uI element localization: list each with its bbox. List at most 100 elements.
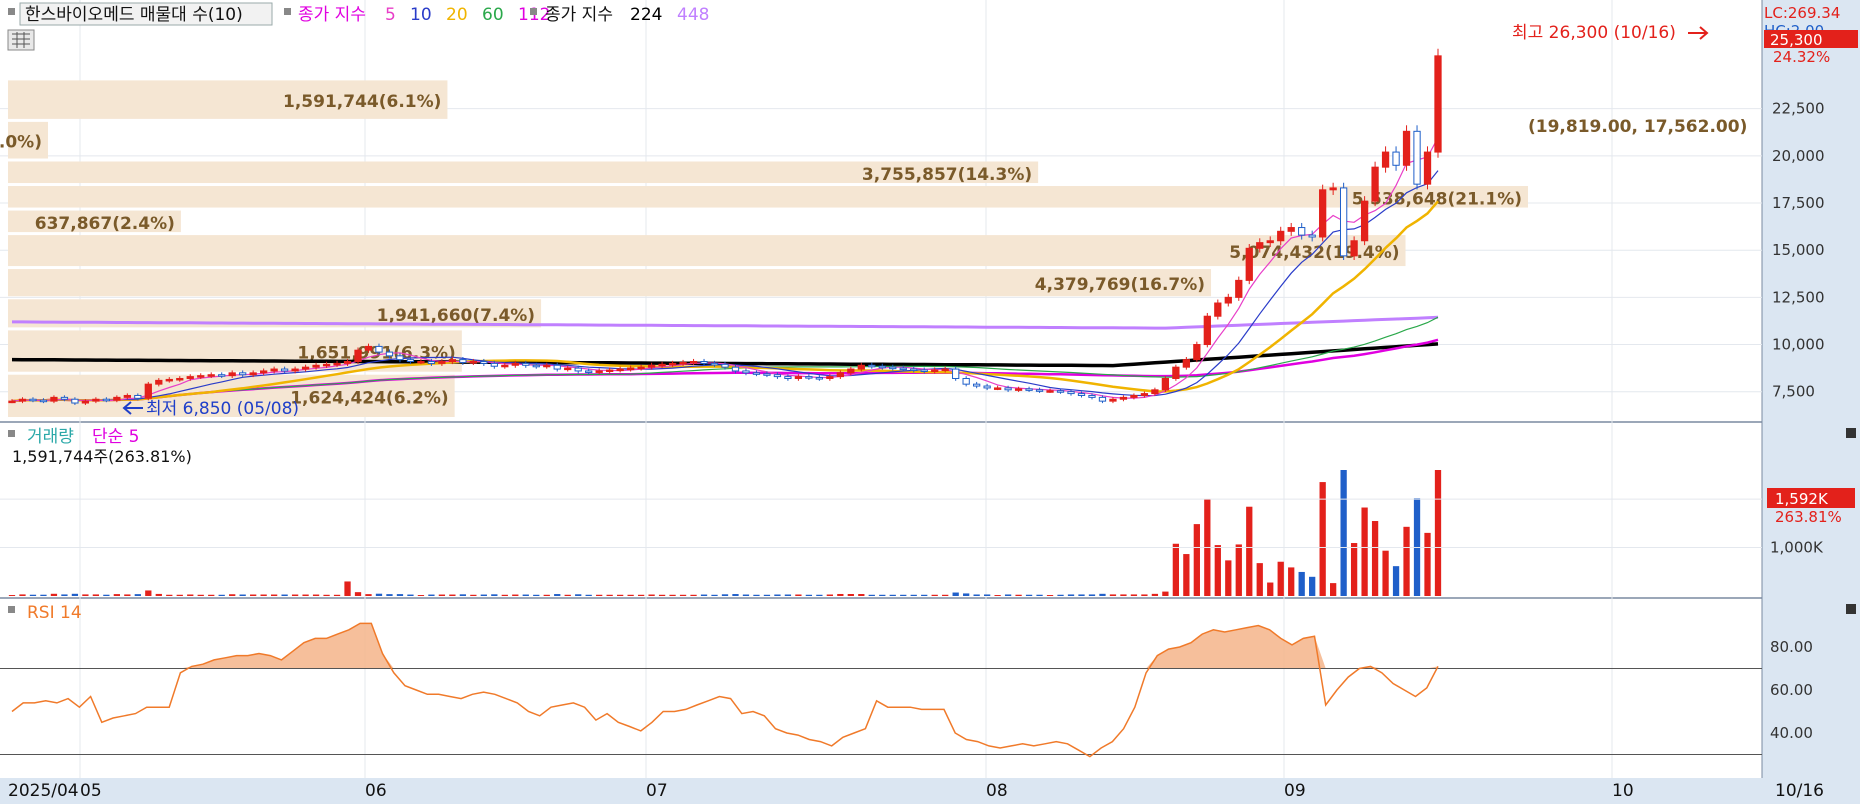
- ma-period-label[interactable]: 10: [410, 5, 432, 25]
- candle-body: [626, 367, 635, 371]
- volume-bar: [155, 593, 162, 596]
- rsi-title[interactable]: RSI 14: [27, 603, 82, 623]
- candle-body: [490, 362, 498, 367]
- volume-bar: [40, 594, 47, 596]
- volume-title[interactable]: 거래량: [27, 427, 74, 447]
- candle-body: [522, 362, 530, 366]
- high-arrow-icon: [1688, 26, 1709, 40]
- candle-body: [144, 383, 152, 399]
- price-tick-label: 15,000: [1772, 241, 1825, 259]
- volume-bar: [1424, 532, 1431, 596]
- candle-body: [668, 362, 677, 366]
- volume-bar: [1256, 563, 1263, 596]
- volume-bar: [344, 581, 351, 596]
- candle-body: [1130, 394, 1138, 398]
- candle-body: [291, 368, 299, 372]
- x-axis-label: 05: [80, 781, 102, 801]
- volume-bar: [103, 594, 110, 596]
- volume-summary: 1,591,744주(263.81%): [12, 447, 192, 466]
- candle-body: [134, 394, 142, 399]
- volume-bar: [1235, 544, 1242, 596]
- current-price-badge: 25,300: [1770, 31, 1823, 49]
- ma2-period-label[interactable]: 224: [630, 5, 662, 25]
- volume-bar: [176, 594, 183, 596]
- ma-period-label[interactable]: 20: [446, 5, 468, 25]
- volume-bar: [900, 594, 907, 596]
- volume-bar: [679, 594, 687, 596]
- ma-period-label[interactable]: 5: [385, 5, 396, 25]
- volume-bar: [113, 594, 120, 596]
- volume-profile-band: [8, 374, 455, 417]
- volume-bar: [480, 594, 487, 596]
- volume-bar: [1319, 482, 1326, 596]
- candle-body: [1319, 189, 1327, 238]
- volume-bar: [1193, 524, 1200, 596]
- candle-body: [1277, 230, 1285, 242]
- stock-label-box[interactable]: [19, 2, 273, 26]
- table-grid-icon[interactable]: [7, 29, 35, 51]
- candle-body: [899, 367, 907, 371]
- volume-bar: [658, 594, 666, 596]
- candle-body: [343, 361, 352, 364]
- candlesticks: [8, 48, 1442, 405]
- volume-bar: [1120, 594, 1127, 596]
- volume-bar: [312, 594, 320, 596]
- stock-label[interactable]: 한스바이오메드 매물대 수(10): [25, 5, 243, 25]
- candle-body: [1182, 359, 1190, 368]
- ma-prefix[interactable]: 종가 지수: [298, 5, 366, 25]
- candle-body: [773, 374, 782, 378]
- ma-period-label[interactable]: 60: [482, 5, 504, 25]
- candle-body: [92, 398, 100, 402]
- volume-collapse-icon[interactable]: [1846, 428, 1856, 438]
- volume-bar: [1067, 594, 1075, 596]
- candle-body: [1214, 302, 1222, 317]
- rsi-collapse-icon[interactable]: [1846, 604, 1856, 614]
- volume-bar: [711, 594, 718, 596]
- volume-bar: [8, 595, 16, 596]
- candle-body: [81, 400, 90, 404]
- volume-bar: [250, 594, 257, 596]
- x-axis-label: 09: [1284, 781, 1306, 801]
- volume-bar: [858, 594, 865, 596]
- candle-body: [1088, 394, 1096, 398]
- candle-body: [606, 369, 614, 372]
- volume-profile-band: [8, 330, 462, 372]
- candle-body: [186, 376, 194, 379]
- high-annotation: 최고 26,300 (10/16): [1512, 23, 1676, 43]
- rsi-tick-label: 60.00: [1770, 681, 1813, 699]
- volume-bar: [879, 594, 886, 596]
- volume-profile-band: [8, 269, 1212, 297]
- candle-body: [1350, 240, 1358, 257]
- candle-body: [993, 387, 1002, 390]
- rsi-chart: 40.00 60.00 80.00: [0, 622, 1813, 758]
- volume-ma-title[interactable]: 단순 5: [92, 427, 140, 447]
- ma448-line: [12, 315, 1439, 330]
- ma2-period-label[interactable]: 448: [677, 5, 709, 25]
- candle-body: [847, 368, 855, 374]
- candle-body: [228, 372, 236, 377]
- candle-body: [1014, 388, 1023, 391]
- candle-body: [354, 349, 362, 363]
- candle-body: [1402, 130, 1411, 166]
- volume-profile-band: [8, 210, 181, 233]
- volume-bar: [1403, 526, 1410, 596]
- volume-bar: [690, 594, 697, 596]
- volume-bar: [554, 594, 561, 596]
- volume-profile-label: 0(0.0%): [0, 133, 42, 153]
- volume-profile-band: [8, 186, 1528, 208]
- volume-bar: [407, 594, 414, 596]
- price-tick-label: 17,500: [1772, 194, 1825, 212]
- candle-body: [815, 377, 824, 380]
- candle-body: [647, 364, 656, 368]
- volume-profile-label: 1,624,424(6.2%): [290, 388, 448, 408]
- low-arrow-icon: [122, 401, 143, 415]
- candle-body: [301, 366, 310, 370]
- candle-body: [710, 362, 719, 366]
- volume-profile-label: 637,867(2.4%): [35, 214, 175, 234]
- volume-bar: [753, 594, 760, 596]
- ma2-prefix[interactable]: 종가 지수: [545, 5, 613, 25]
- candle-body: [1203, 315, 1211, 346]
- candle-body: [312, 364, 320, 368]
- candle-body: [469, 361, 477, 364]
- volume-bar: [29, 594, 37, 596]
